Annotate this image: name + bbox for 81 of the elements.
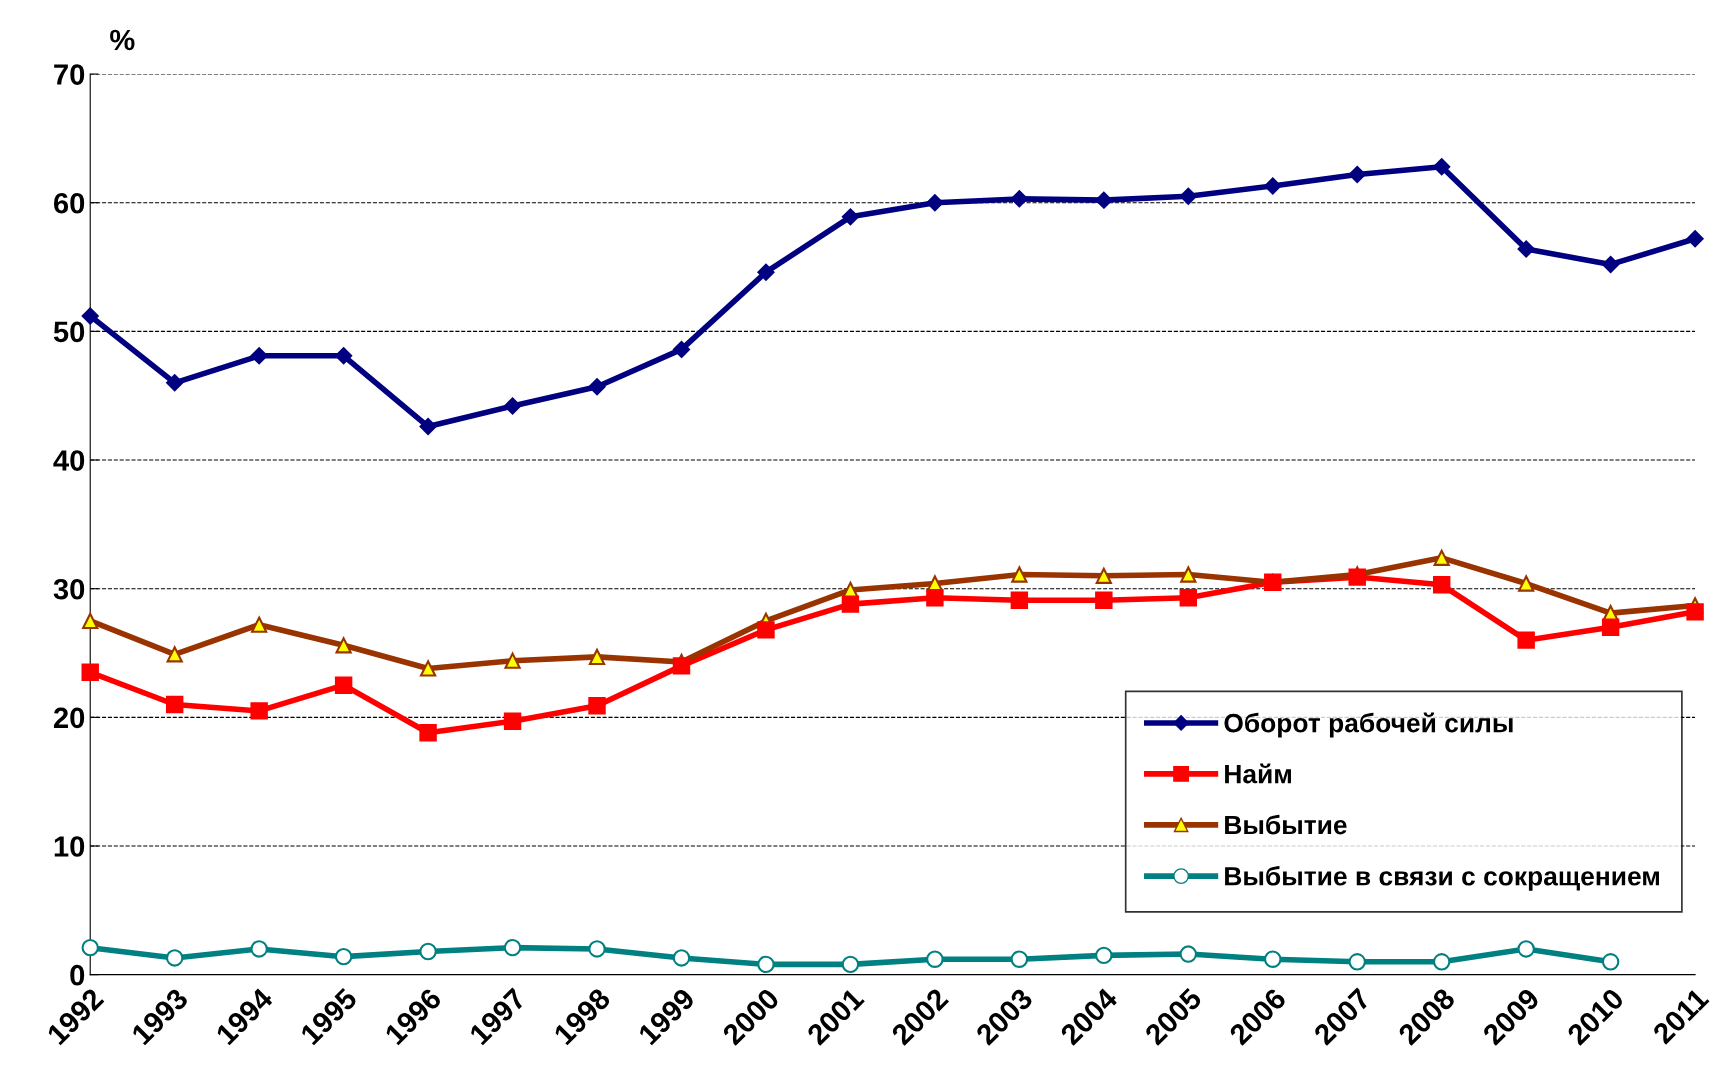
y-tick-label: 70 <box>54 64 85 85</box>
point <box>82 612 99 629</box>
point <box>250 940 268 958</box>
y-tick-label: 60 <box>53 192 85 214</box>
legend-label: Выбытие в связи с сокращением <box>1225 865 1659 891</box>
point <box>1011 566 1028 583</box>
point <box>1180 566 1197 583</box>
point <box>504 652 521 669</box>
point <box>1095 591 1113 609</box>
point <box>588 648 606 665</box>
point <box>588 378 606 396</box>
point <box>250 347 268 365</box>
point <box>1432 953 1451 971</box>
point <box>757 263 775 281</box>
point <box>166 646 183 663</box>
point <box>672 340 691 358</box>
point <box>81 663 99 682</box>
point <box>757 621 775 639</box>
point <box>1602 255 1620 274</box>
point <box>503 938 522 957</box>
point <box>841 595 860 613</box>
y-axis-title: % <box>110 29 135 51</box>
y-tick-label: 0 <box>70 964 85 986</box>
point <box>588 697 606 715</box>
point <box>250 702 268 720</box>
y-tick-label: 30 <box>53 578 85 600</box>
point <box>588 940 606 958</box>
point <box>419 660 437 677</box>
point <box>1433 549 1450 566</box>
point <box>419 724 437 742</box>
y-tick-label: 20 <box>53 707 85 729</box>
legend-label: Выбытие <box>1225 814 1347 835</box>
point <box>334 676 353 694</box>
point <box>757 955 775 974</box>
point <box>1010 190 1028 208</box>
point <box>504 397 522 415</box>
point <box>1264 950 1282 968</box>
point <box>1686 230 1704 248</box>
point <box>1179 588 1198 607</box>
y-tick-label: 10 <box>54 836 85 857</box>
y-tick-label: 40 <box>53 450 85 471</box>
point <box>1601 953 1620 971</box>
point <box>1348 165 1366 183</box>
point <box>926 588 944 607</box>
point <box>841 208 859 226</box>
point <box>1686 603 1704 621</box>
legend-label: Оборот рабочей силы <box>1224 712 1513 738</box>
point <box>1432 576 1451 594</box>
point <box>1179 945 1198 963</box>
point <box>926 194 944 212</box>
point <box>1095 567 1112 584</box>
point <box>1517 240 1535 258</box>
point <box>1095 191 1113 209</box>
point <box>672 949 691 967</box>
point <box>926 950 944 968</box>
point <box>672 657 691 675</box>
point <box>1010 950 1029 968</box>
point <box>1433 158 1451 176</box>
point <box>419 418 437 436</box>
point <box>335 637 352 654</box>
point <box>503 712 522 730</box>
point <box>335 347 353 365</box>
point <box>166 374 184 392</box>
point <box>1264 177 1282 195</box>
point <box>1517 940 1535 958</box>
point <box>334 947 353 966</box>
point <box>165 949 184 967</box>
point <box>251 616 268 633</box>
point <box>1601 618 1620 636</box>
point <box>165 695 184 714</box>
point <box>81 938 99 957</box>
point <box>1179 187 1197 205</box>
legend-label: Найм <box>1225 763 1291 784</box>
point <box>1010 591 1029 609</box>
point <box>419 942 437 961</box>
point <box>1348 953 1366 971</box>
point <box>1095 946 1113 965</box>
point <box>1517 631 1535 649</box>
point <box>841 955 860 974</box>
y-tick-label: 50 <box>53 321 85 343</box>
point <box>1518 575 1535 592</box>
